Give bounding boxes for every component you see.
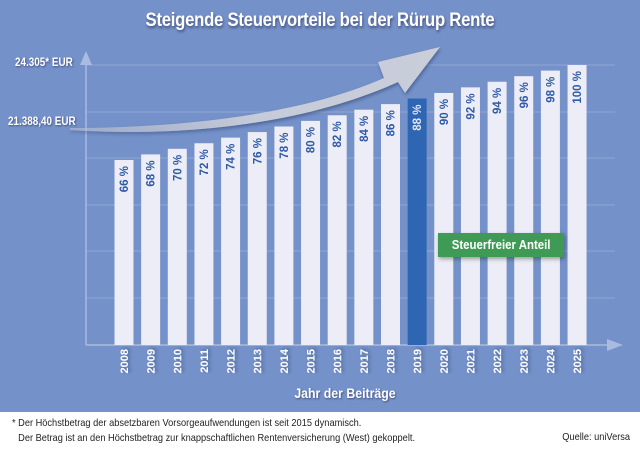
x-axis-arrow-icon — [607, 339, 623, 351]
x-tick-label: 2021 — [465, 349, 477, 373]
x-axis-title: Jahr der Beiträge — [294, 385, 396, 401]
bar-value-label: 96 % — [519, 82, 531, 108]
legend-tax-free-share: Steuerfreier Anteil — [438, 233, 564, 257]
bar-2017 — [354, 109, 374, 346]
bar-value-label: 74 % — [226, 144, 238, 170]
x-tick-label: 2014 — [279, 348, 291, 373]
bar-2012 — [221, 137, 241, 345]
bar-2023 — [514, 76, 534, 346]
bar-value-label: 88 % — [412, 105, 424, 131]
bar-value-label: 68 % — [146, 160, 158, 186]
x-tick-label: 2022 — [492, 349, 504, 373]
bar-value-label: 86 % — [386, 110, 398, 136]
x-tick-label: 2009 — [146, 349, 158, 373]
x-tick-label: 2018 — [386, 349, 398, 373]
bar-2025 — [567, 65, 587, 345]
x-tick-label: 2012 — [226, 349, 238, 373]
x-tick-label: 2020 — [439, 349, 451, 373]
bar-value-label: 70 % — [172, 155, 184, 181]
y-axis-arrow-icon — [80, 51, 92, 65]
bar-value-label: 90 % — [439, 99, 451, 125]
bar-2016 — [327, 115, 347, 345]
bar-value-label: 100 % — [572, 71, 584, 104]
bar-2019 — [407, 98, 427, 345]
legend-label: Steuerfreier Anteil — [451, 237, 551, 252]
bar-2011 — [194, 143, 214, 345]
bar-2015 — [301, 120, 321, 345]
bar-value-label: 92 % — [465, 93, 477, 119]
x-tick-label: 2010 — [172, 349, 184, 373]
bar-value-label: 98 % — [545, 77, 557, 103]
bar-2014 — [274, 126, 294, 346]
bar-2022 — [487, 81, 507, 345]
x-tick-label: 2013 — [252, 349, 264, 373]
bar-2010 — [167, 148, 187, 345]
y-label-max: 24.305* EUR — [15, 57, 73, 69]
footnote-line-2: Der Betrag ist an den Höchstbetrag zur k… — [18, 432, 416, 444]
bar-value-label: 80 % — [306, 127, 318, 153]
y-label-reference: 21.388,40 EUR — [8, 116, 76, 128]
bar-value-label: 82 % — [332, 121, 344, 147]
footnote-line-1: * Der Höchstbetrag der absetzbaren Vorso… — [12, 417, 362, 429]
bar-2024 — [540, 70, 560, 346]
bar-value-label: 72 % — [199, 149, 211, 175]
x-tick-label: 2016 — [332, 349, 344, 373]
bar-2018 — [381, 104, 400, 345]
x-tick-label: 2019 — [412, 349, 424, 373]
source-credit: Quelle: uniVersa — [562, 431, 630, 443]
bar-value-label: 94 % — [492, 88, 504, 114]
bar-value-label: 66 % — [119, 166, 131, 192]
x-tick-label: 2015 — [306, 349, 318, 373]
bar-2020 — [434, 92, 454, 345]
trend-arrow-icon — [70, 47, 440, 132]
x-tick-label: 2025 — [572, 349, 584, 373]
bar-2008 — [114, 160, 134, 345]
bar-value-label: 76 % — [252, 138, 264, 164]
bar-2021 — [460, 87, 480, 346]
x-tick-label: 2008 — [119, 349, 131, 373]
bar-2009 — [141, 154, 161, 345]
bar-value-label: 78 % — [279, 132, 291, 158]
footnote: * Der Höchstbetrag der absetzbaren Vorso… — [12, 416, 632, 446]
x-tick-label: 2023 — [519, 349, 531, 373]
bar-chart: 66 % 2008 68 % 2009 70 % 2010 72 % 2011 74 % 2012… — [70, 47, 623, 373]
x-tick-label: 2017 — [359, 349, 371, 373]
x-tick-label: 2024 — [545, 348, 557, 373]
x-tick-label: 2011 — [199, 349, 211, 373]
bar-2013 — [247, 132, 267, 345]
chart-title: Steigende Steuervorteile bei der Rürup R… — [145, 10, 495, 31]
bar-value-label: 84 % — [359, 116, 371, 142]
